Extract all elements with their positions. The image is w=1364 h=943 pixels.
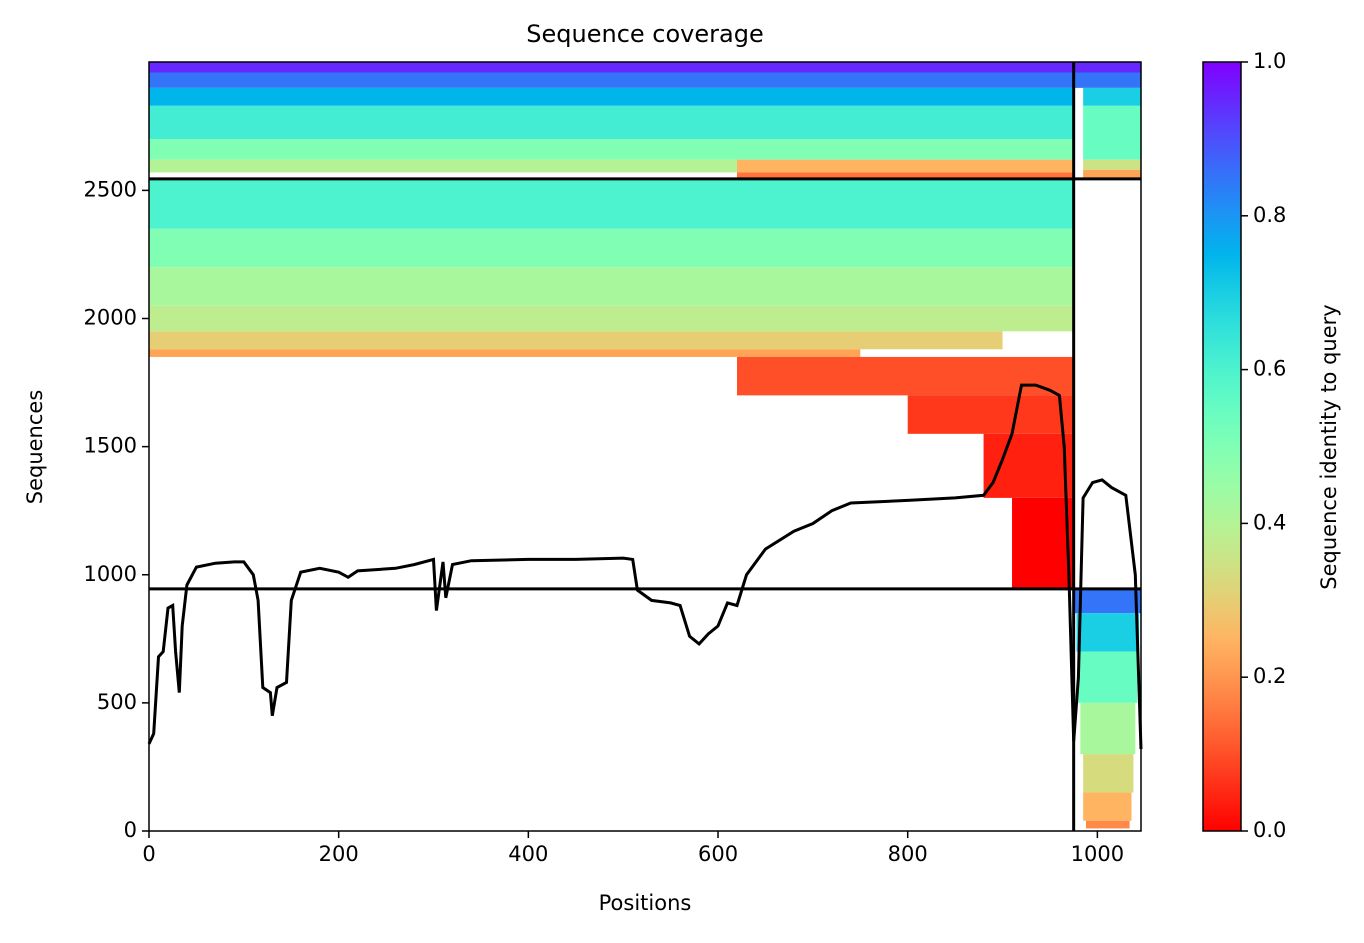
coverage-segment [1083, 87, 1141, 106]
coverage-segment [1012, 497, 1074, 588]
y-axis-label: Sequences [23, 390, 47, 505]
coverage-segment [983, 433, 1074, 498]
coverage-segment [149, 178, 1074, 229]
coverage-segment [149, 105, 1074, 140]
colorbar-tick-label: 0.2 [1253, 664, 1286, 688]
coverage-segment [1080, 702, 1136, 755]
coverage-segment [149, 139, 1074, 160]
coverage-segment [1078, 651, 1138, 703]
coverage-segment [149, 72, 1141, 88]
coverage-segment [1083, 754, 1134, 793]
coverage-segment [736, 172, 1074, 179]
y-tick-label: 1000 [84, 562, 137, 586]
coverage-segment [1085, 820, 1130, 829]
coverage-segment [1083, 169, 1141, 179]
chart-title: Sequence coverage [526, 20, 763, 48]
coverage-segment [149, 331, 1003, 350]
coverage-segment [149, 62, 1141, 73]
colorbar-label: Sequence identity to query [1317, 304, 1341, 589]
x-tick-label: 800 [888, 842, 928, 866]
coverage-segment [149, 159, 737, 173]
y-tick-label: 1500 [84, 434, 137, 458]
x-tick-label: 600 [698, 842, 738, 866]
coverage-line [147, 383, 1143, 750]
coverage-segment [907, 395, 1074, 434]
coverage-segment [1083, 159, 1141, 170]
coverage-segment [149, 305, 1074, 332]
y-tick-label: 500 [97, 690, 137, 714]
coverage-segment [1073, 588, 1141, 614]
colorbar-tick-label: 0.0 [1253, 818, 1286, 842]
coverage-segment [736, 356, 1074, 396]
y-tick-label: 2000 [84, 306, 137, 330]
colorbar-tick-label: 1.0 [1253, 49, 1286, 73]
x-tick-label: 0 [142, 842, 155, 866]
coverage-segment [1076, 613, 1140, 652]
x-tick-label: 1000 [1071, 842, 1124, 866]
colorbar-tick-label: 0.6 [1253, 357, 1286, 381]
colorbar-tick-label: 0.4 [1253, 510, 1286, 534]
coverage-segment [1083, 105, 1141, 160]
coverage-segment [149, 87, 1074, 106]
colorbar-tick-label: 0.8 [1253, 203, 1286, 227]
x-tick-label: 400 [508, 842, 548, 866]
y-tick-label: 2500 [84, 177, 137, 201]
coverage-segment [736, 159, 1074, 173]
y-tick-label: 0 [124, 818, 137, 842]
x-axis-label: Positions [599, 891, 692, 915]
coverage-segment [1083, 792, 1132, 821]
coverage-segment [149, 267, 1074, 306]
colorbar [1202, 61, 1242, 832]
x-tick-label: 200 [319, 842, 359, 866]
coverage-segment [149, 228, 1074, 268]
coverage-segment [149, 349, 861, 357]
